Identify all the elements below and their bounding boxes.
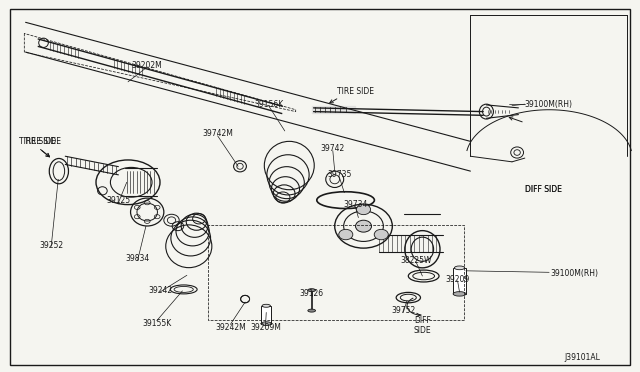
Text: 39155K: 39155K <box>142 319 172 328</box>
Text: 39834: 39834 <box>125 254 150 263</box>
Text: 39242: 39242 <box>148 286 172 295</box>
Text: 39752: 39752 <box>391 306 415 315</box>
Text: 39209: 39209 <box>445 275 470 283</box>
Text: 39125: 39125 <box>106 196 131 205</box>
Text: 39126: 39126 <box>300 289 324 298</box>
Ellipse shape <box>356 204 371 215</box>
Text: TIRE SIDE: TIRE SIDE <box>24 137 61 146</box>
Text: DIFF SIDE: DIFF SIDE <box>525 185 562 194</box>
Text: TIRE SIDE: TIRE SIDE <box>337 87 374 96</box>
Bar <box>261 306 271 324</box>
Text: 38225W: 38225W <box>400 256 432 265</box>
Ellipse shape <box>356 220 371 232</box>
Text: 39734: 39734 <box>343 200 367 209</box>
Ellipse shape <box>339 229 353 240</box>
Ellipse shape <box>374 229 388 240</box>
Text: DIFF
SIDE: DIFF SIDE <box>413 316 431 335</box>
Bar <box>453 268 466 294</box>
Text: 39202M: 39202M <box>132 61 163 70</box>
Text: J39101AL: J39101AL <box>564 353 600 362</box>
Ellipse shape <box>262 304 271 307</box>
Text: 39100M(RH): 39100M(RH) <box>525 100 573 109</box>
Text: 39156K: 39156K <box>254 100 284 109</box>
Text: 39252: 39252 <box>39 241 63 250</box>
Text: TIRE SIDE: TIRE SIDE <box>19 137 56 146</box>
Ellipse shape <box>454 266 465 270</box>
Text: 39209M: 39209M <box>250 323 281 332</box>
Text: 39742: 39742 <box>321 144 345 153</box>
Ellipse shape <box>308 309 316 312</box>
Ellipse shape <box>453 292 466 296</box>
Text: 39100M(RH): 39100M(RH) <box>550 269 598 278</box>
Ellipse shape <box>308 289 316 292</box>
Ellipse shape <box>261 322 271 326</box>
Text: 39742M: 39742M <box>202 129 233 138</box>
Text: DIFF SIDE: DIFF SIDE <box>525 185 562 194</box>
Text: 39242M: 39242M <box>215 323 246 332</box>
Text: 39735: 39735 <box>327 170 351 179</box>
